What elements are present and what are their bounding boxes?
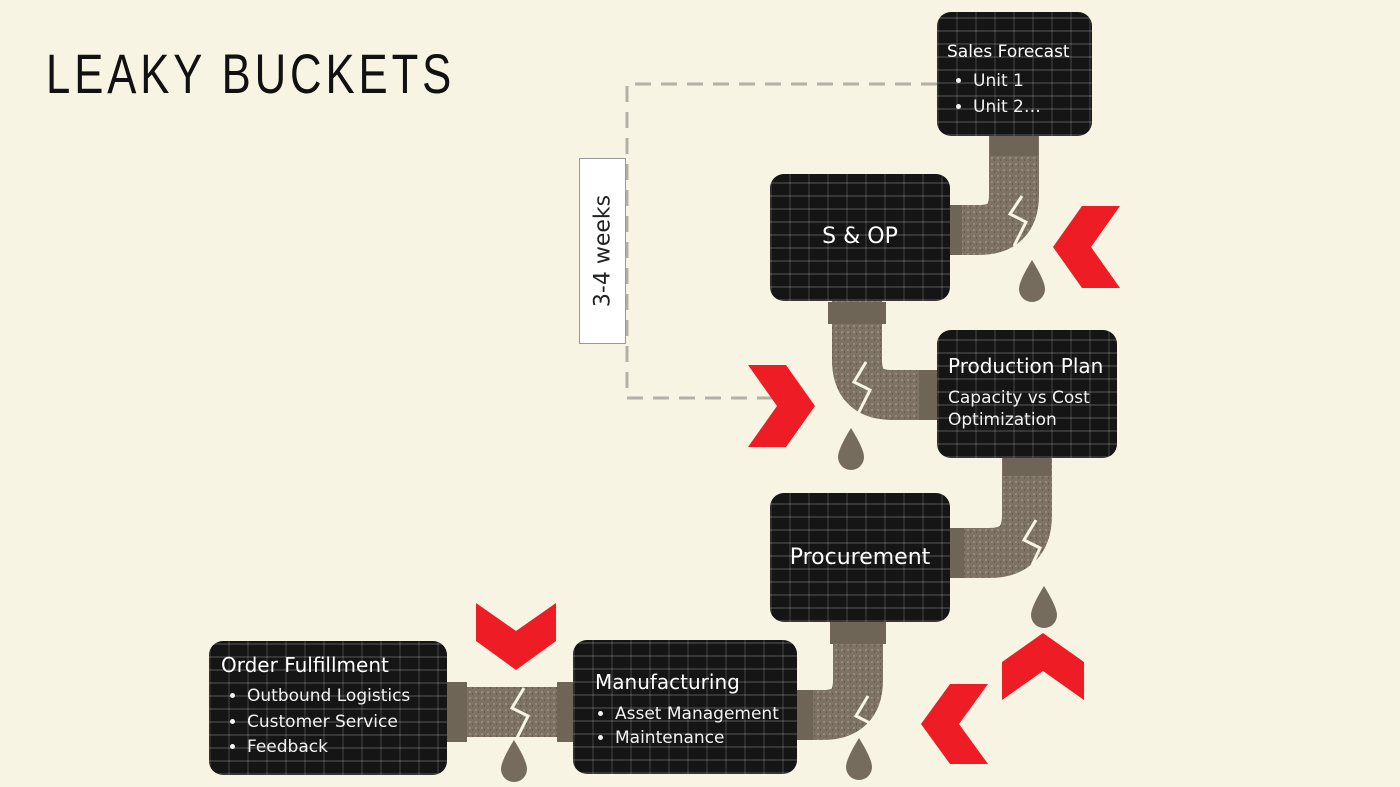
box-title: Production Plan bbox=[948, 354, 1104, 378]
red-chevron-icon bbox=[1053, 206, 1120, 288]
pipe-icon bbox=[795, 622, 886, 740]
box-description: Capacity vs Cost Optimization bbox=[948, 388, 1090, 431]
water-drop-icon bbox=[846, 738, 872, 780]
list-item: Asset Management bbox=[615, 703, 787, 727]
sop-box: S & OP bbox=[770, 174, 950, 301]
pipe-icon bbox=[447, 682, 577, 742]
red-chevron-icon bbox=[476, 603, 556, 670]
list-item: Customer Service bbox=[247, 710, 437, 736]
page-title: LEAKY BUCKETS bbox=[46, 42, 456, 105]
list-item: Unit 1 bbox=[973, 69, 1082, 95]
order-fulfillment-box: Order Fulfillment Outbound Logistics Cus… bbox=[209, 641, 447, 775]
list-item: Outbound Logistics bbox=[247, 684, 437, 710]
water-drop-icon bbox=[838, 428, 864, 470]
list-item: Unit 2… bbox=[973, 95, 1082, 121]
red-chevron-icon bbox=[748, 365, 815, 447]
box-title: S & OP bbox=[822, 224, 898, 249]
crack-icon bbox=[1021, 519, 1042, 575]
red-chevron-icon bbox=[1002, 633, 1084, 700]
pipe-icon bbox=[828, 300, 938, 420]
water-drop-icon bbox=[1019, 260, 1045, 302]
pipe-icon bbox=[944, 136, 1039, 255]
water-drop-icon bbox=[501, 740, 527, 782]
crack-icon bbox=[853, 695, 875, 749]
red-chevron-icon bbox=[921, 684, 988, 764]
box-title: Sales Forecast bbox=[947, 42, 1070, 62]
box-title: Manufacturing bbox=[595, 670, 740, 694]
cycle-time-text: 3-4 weeks bbox=[590, 194, 615, 308]
bullet-list: Outbound Logistics Customer Service Feed… bbox=[221, 684, 437, 761]
box-title: Procurement bbox=[789, 545, 931, 570]
crack-icon bbox=[1007, 195, 1029, 247]
pipe-icon bbox=[946, 458, 1052, 578]
procurement-box: Procurement bbox=[770, 493, 950, 622]
production-plan-box: Production Plan Capacity vs Cost Optimiz… bbox=[937, 330, 1117, 458]
box-title: Order Fulfillment bbox=[221, 653, 389, 677]
sales-forecast-box: Sales Forecast Unit 1 Unit 2… bbox=[937, 12, 1092, 136]
bullet-list: Unit 1 Unit 2… bbox=[947, 69, 1082, 120]
water-drop-icon bbox=[1031, 586, 1057, 628]
list-item: Maintenance bbox=[615, 727, 787, 751]
manufacturing-box: Manufacturing Asset Management Maintenan… bbox=[573, 640, 797, 774]
cycle-time-label: 3-4 weeks bbox=[579, 158, 626, 344]
list-item: Feedback bbox=[247, 735, 437, 761]
crack-icon bbox=[509, 687, 531, 741]
bullet-list: Asset Management Maintenance bbox=[595, 703, 787, 751]
crack-icon bbox=[851, 361, 873, 415]
